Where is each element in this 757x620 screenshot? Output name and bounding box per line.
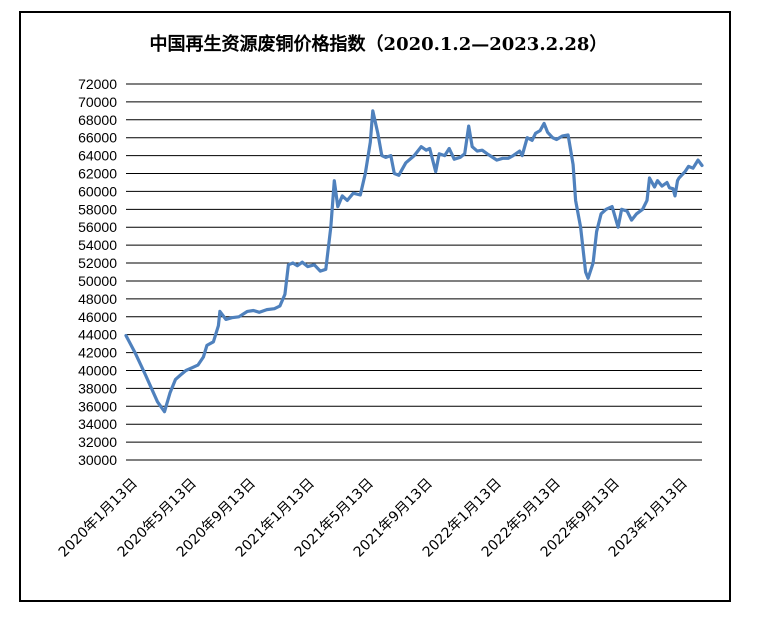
y-tick-label: 62000 (78, 166, 117, 182)
y-tick-label: 68000 (78, 112, 117, 128)
y-tick-label: 34000 (78, 416, 117, 432)
y-tick-label: 52000 (78, 255, 117, 271)
gridlines (126, 83, 702, 461)
series-line (124, 109, 704, 414)
y-tick-label: 38000 (78, 380, 117, 396)
y-tick-label: 44000 (78, 327, 117, 343)
y-tick-label: 56000 (78, 219, 117, 235)
y-tick-label: 50000 (78, 273, 117, 289)
y-tick-label: 70000 (78, 94, 117, 110)
series-layer (124, 109, 704, 414)
y-tick-label: 36000 (78, 398, 117, 414)
y-tick-label: 54000 (78, 237, 117, 253)
y-tick-label: 72000 (78, 76, 117, 92)
chart-title: 中国再生资源废铜价格指数（2020.1.2—2023.2.28） (149, 34, 608, 55)
y-tick-label: 30000 (78, 452, 117, 468)
x-axis: 2020年1月13日2020年5月13日2020年9月13日2021年1月13日… (56, 476, 691, 561)
y-tick-label: 66000 (78, 130, 117, 146)
y-tick-label: 58000 (78, 201, 117, 217)
y-tick-label: 48000 (78, 291, 117, 307)
chart-frame (19, 11, 731, 602)
y-tick-label: 60000 (78, 183, 117, 199)
y-tick-label: 40000 (78, 362, 117, 378)
y-tick-label: 64000 (78, 148, 117, 164)
y-tick-label: 46000 (78, 309, 117, 325)
y-tick-label: 42000 (78, 345, 117, 361)
y-tick-label: 32000 (78, 434, 117, 450)
